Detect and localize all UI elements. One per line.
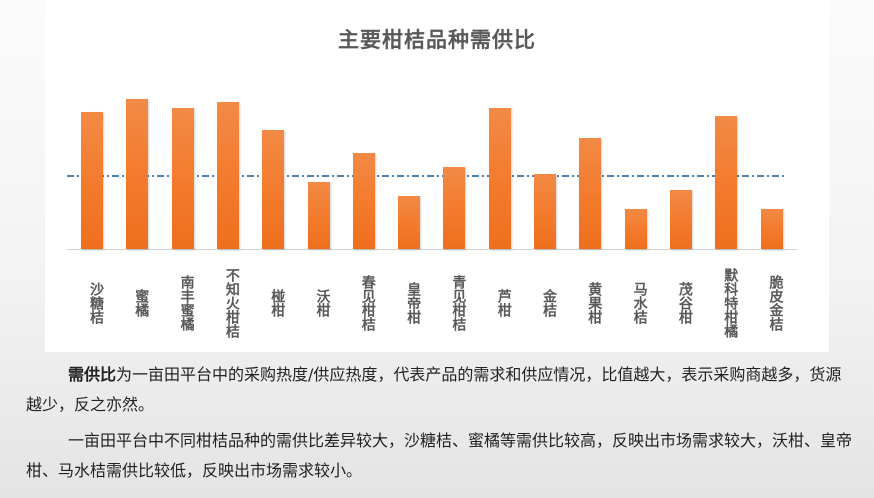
- x-tick-label: 茂谷柑: [676, 282, 693, 324]
- definition-text: 为一亩田平台中的采购热度/供应热度，代表产品的需求和供应情况，比值越大，表示采购…: [26, 365, 842, 414]
- analysis-paragraph: 一亩田平台中不同柑桔品种的需供比差异较大，沙糖桔、蜜橘等需供比较高，反映出市场需…: [26, 426, 856, 486]
- x-axis-line: [67, 249, 797, 250]
- x-tick-label: 默科特柑橘: [722, 268, 739, 338]
- x-tick-label: 脆皮金桔: [767, 275, 784, 331]
- x-axis-labels: 沙糖桔 蜜橘 南丰蜜橘 不知火柑桔 椪柑 沃柑 春见柑桔 皇帝柑 青见柑桔 芦柑 金桔 黄果柑 马水桔 茂…: [67, 258, 797, 348]
- bar: [307, 182, 330, 249]
- bar: [398, 196, 421, 249]
- bar: [715, 116, 738, 249]
- definition-paragraph: 需供比为一亩田平台中的采购热度/供应热度，代表产品的需求和供应情况，比值越大，表…: [26, 360, 856, 420]
- x-tick-label: 黄果柑: [586, 282, 603, 324]
- bar: [760, 209, 783, 249]
- bar: [579, 138, 602, 249]
- x-tick-label: 南丰蜜橘: [178, 275, 195, 331]
- x-tick-label: 芦柑: [495, 289, 512, 317]
- bar: [171, 108, 194, 249]
- x-tick-label: 皇帝柑: [405, 282, 422, 324]
- x-tick-label: 椪柑: [269, 289, 286, 317]
- bar: [81, 112, 103, 249]
- bar: [352, 153, 375, 249]
- bar: [669, 190, 692, 249]
- bar: [262, 130, 285, 249]
- chart-title: 主要柑桔品种需供比: [338, 28, 536, 52]
- analysis-text: 一亩田平台中不同柑桔品种的需供比差异较大，沙糖桔、蜜橘等需供比较高，反映出市场需…: [26, 431, 853, 480]
- reference-line: [67, 175, 785, 178]
- bar: [126, 99, 149, 249]
- bar: [443, 167, 466, 249]
- x-tick-label: 不知火柑桔: [223, 268, 240, 338]
- x-tick-label: 沃柑: [314, 289, 331, 317]
- x-tick-label: 蜜橘: [133, 289, 150, 317]
- x-tick-label: 春见柑桔: [359, 275, 376, 331]
- bar: [624, 209, 647, 249]
- x-tick-label: 沙糖桔: [88, 282, 104, 324]
- plot-area: [67, 80, 797, 250]
- chart-panel: 主要柑桔品种需供比 沙糖桔 蜜橘 南丰蜜橘 不知火柑桔 椪柑 沃柑 春见柑桔 皇帝柑 青见柑桔 芦…: [45, 0, 829, 352]
- bar: [488, 108, 511, 249]
- bar: [216, 102, 239, 249]
- x-tick-label: 马水桔: [631, 282, 648, 324]
- bar: [534, 174, 556, 249]
- x-tick-label: 金桔: [541, 289, 557, 317]
- term-bold: 需供比: [68, 365, 117, 384]
- x-tick-label: 青见柑桔: [450, 275, 467, 331]
